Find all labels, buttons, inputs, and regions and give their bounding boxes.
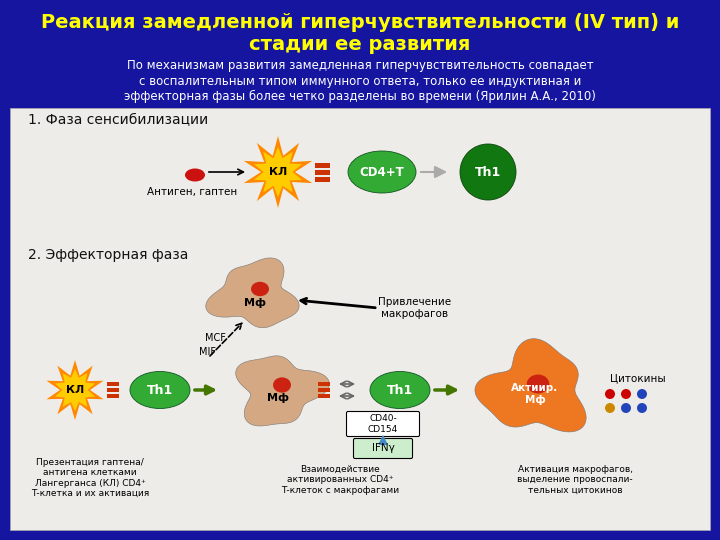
Text: IFNγ: IFNγ	[372, 443, 395, 453]
Ellipse shape	[130, 372, 190, 408]
Text: По механизмам развития замедленная гиперчувствительность совпадает: По механизмам развития замедленная гипер…	[127, 59, 593, 72]
Text: Антиген, гаптен: Антиген, гаптен	[147, 187, 237, 197]
Text: CD4+T: CD4+T	[359, 165, 405, 179]
Text: стадии ее развития: стадии ее развития	[249, 35, 471, 53]
Polygon shape	[235, 356, 329, 426]
Text: КЛ: КЛ	[66, 385, 84, 395]
Bar	[107, 388, 119, 392]
Ellipse shape	[185, 168, 205, 181]
Text: КЛ: КЛ	[269, 167, 287, 177]
Ellipse shape	[273, 377, 291, 393]
Bar	[315, 170, 330, 174]
Polygon shape	[206, 258, 300, 328]
Ellipse shape	[251, 282, 269, 296]
Polygon shape	[55, 369, 95, 411]
Text: Активация макрофагов,
выделение провоспали-
тельных цитокинов: Активация макрофагов, выделение провоспа…	[517, 465, 633, 495]
Text: CD40-
CD154: CD40- CD154	[368, 414, 398, 434]
Bar	[315, 177, 330, 181]
Bar	[315, 163, 330, 167]
Text: Цитокины: Цитокины	[610, 373, 666, 383]
Polygon shape	[47, 360, 104, 420]
Text: 1. Фаза сенсибилизации: 1. Фаза сенсибилизации	[28, 113, 208, 127]
Text: Взаимодействие
активированных CD4⁺
Т-клеток с макрофагами: Взаимодействие активированных CD4⁺ Т-кле…	[281, 465, 399, 495]
Ellipse shape	[527, 375, 549, 394]
FancyBboxPatch shape	[354, 438, 413, 458]
Circle shape	[637, 403, 647, 413]
Text: Th1: Th1	[147, 383, 173, 396]
Polygon shape	[475, 339, 586, 432]
Text: 2. Эффекторная фаза: 2. Эффекторная фаза	[28, 248, 189, 262]
Circle shape	[621, 403, 631, 413]
Polygon shape	[244, 136, 312, 208]
Text: с воспалительным типом иммунного ответа, только ее индуктивная и: с воспалительным типом иммунного ответа,…	[139, 75, 581, 87]
Circle shape	[605, 403, 615, 413]
Text: Привлечение
макрофагов: Привлечение макрофагов	[379, 297, 451, 319]
Bar	[318, 382, 330, 386]
Text: эффекторная фазы более четко разделены во времени (Ярилин А.А., 2010): эффекторная фазы более четко разделены в…	[124, 90, 596, 103]
Ellipse shape	[348, 151, 416, 193]
Ellipse shape	[370, 372, 430, 408]
Text: MIF: MIF	[199, 347, 217, 357]
Bar	[107, 394, 119, 398]
Polygon shape	[254, 147, 302, 197]
Text: MCF: MCF	[204, 333, 225, 343]
FancyBboxPatch shape	[346, 411, 420, 436]
Circle shape	[621, 389, 631, 399]
Bar	[318, 394, 330, 398]
Text: Актиир.
Мф: Актиир. Мф	[511, 383, 559, 405]
Text: Мф: Мф	[244, 298, 266, 308]
Bar	[318, 388, 330, 392]
Text: Th1: Th1	[387, 383, 413, 396]
Text: Th1: Th1	[475, 165, 501, 179]
Text: Мф: Мф	[267, 393, 289, 403]
Circle shape	[460, 144, 516, 200]
Bar	[10, 108, 710, 530]
Text: Реакция замедленной гиперчувствительности (IV тип) и: Реакция замедленной гиперчувствительност…	[41, 12, 679, 31]
Text: Презентация гаптена/
антигена клетками
Лангерганса (КЛ) CD4⁺
Т-клетка и их актив: Презентация гаптена/ антигена клетками Л…	[31, 458, 149, 498]
Bar	[107, 382, 119, 386]
Circle shape	[637, 389, 647, 399]
Circle shape	[605, 389, 615, 399]
